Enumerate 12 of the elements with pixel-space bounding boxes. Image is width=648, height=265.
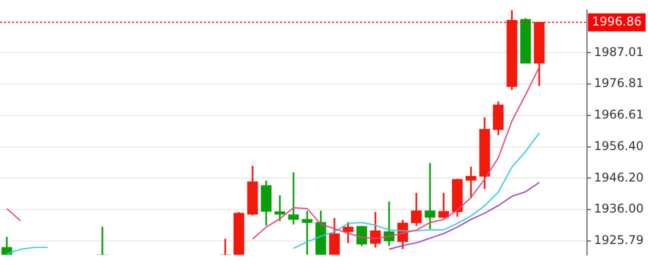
y-tick-label: 1936.00 <box>594 202 644 216</box>
candlestick <box>384 202 394 246</box>
y-tick-label: 1956.40 <box>594 138 644 153</box>
y-tick-label: 1976.81 <box>594 76 644 90</box>
ref-line-label: 1996.86 <box>592 14 642 28</box>
y-tick-label: 1987.01 <box>594 44 644 59</box>
y-tick-label: 1946.20 <box>594 170 644 184</box>
y-tick-label: 1925.79 <box>594 233 644 248</box>
candlestick <box>288 172 299 224</box>
y-tick-label: 1966.61 <box>594 108 644 122</box>
candlestick <box>466 166 476 198</box>
candlestick <box>424 163 436 229</box>
